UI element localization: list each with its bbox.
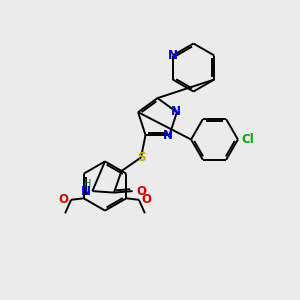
Text: N: N: [163, 128, 173, 142]
Text: O: O: [136, 184, 146, 198]
Text: Cl: Cl: [242, 133, 254, 146]
Text: S: S: [137, 151, 145, 164]
Text: N: N: [81, 184, 91, 198]
Text: N: N: [168, 49, 178, 62]
Text: O: O: [141, 193, 151, 206]
Text: H: H: [83, 179, 91, 189]
Text: O: O: [59, 193, 69, 206]
Text: N: N: [170, 105, 180, 118]
